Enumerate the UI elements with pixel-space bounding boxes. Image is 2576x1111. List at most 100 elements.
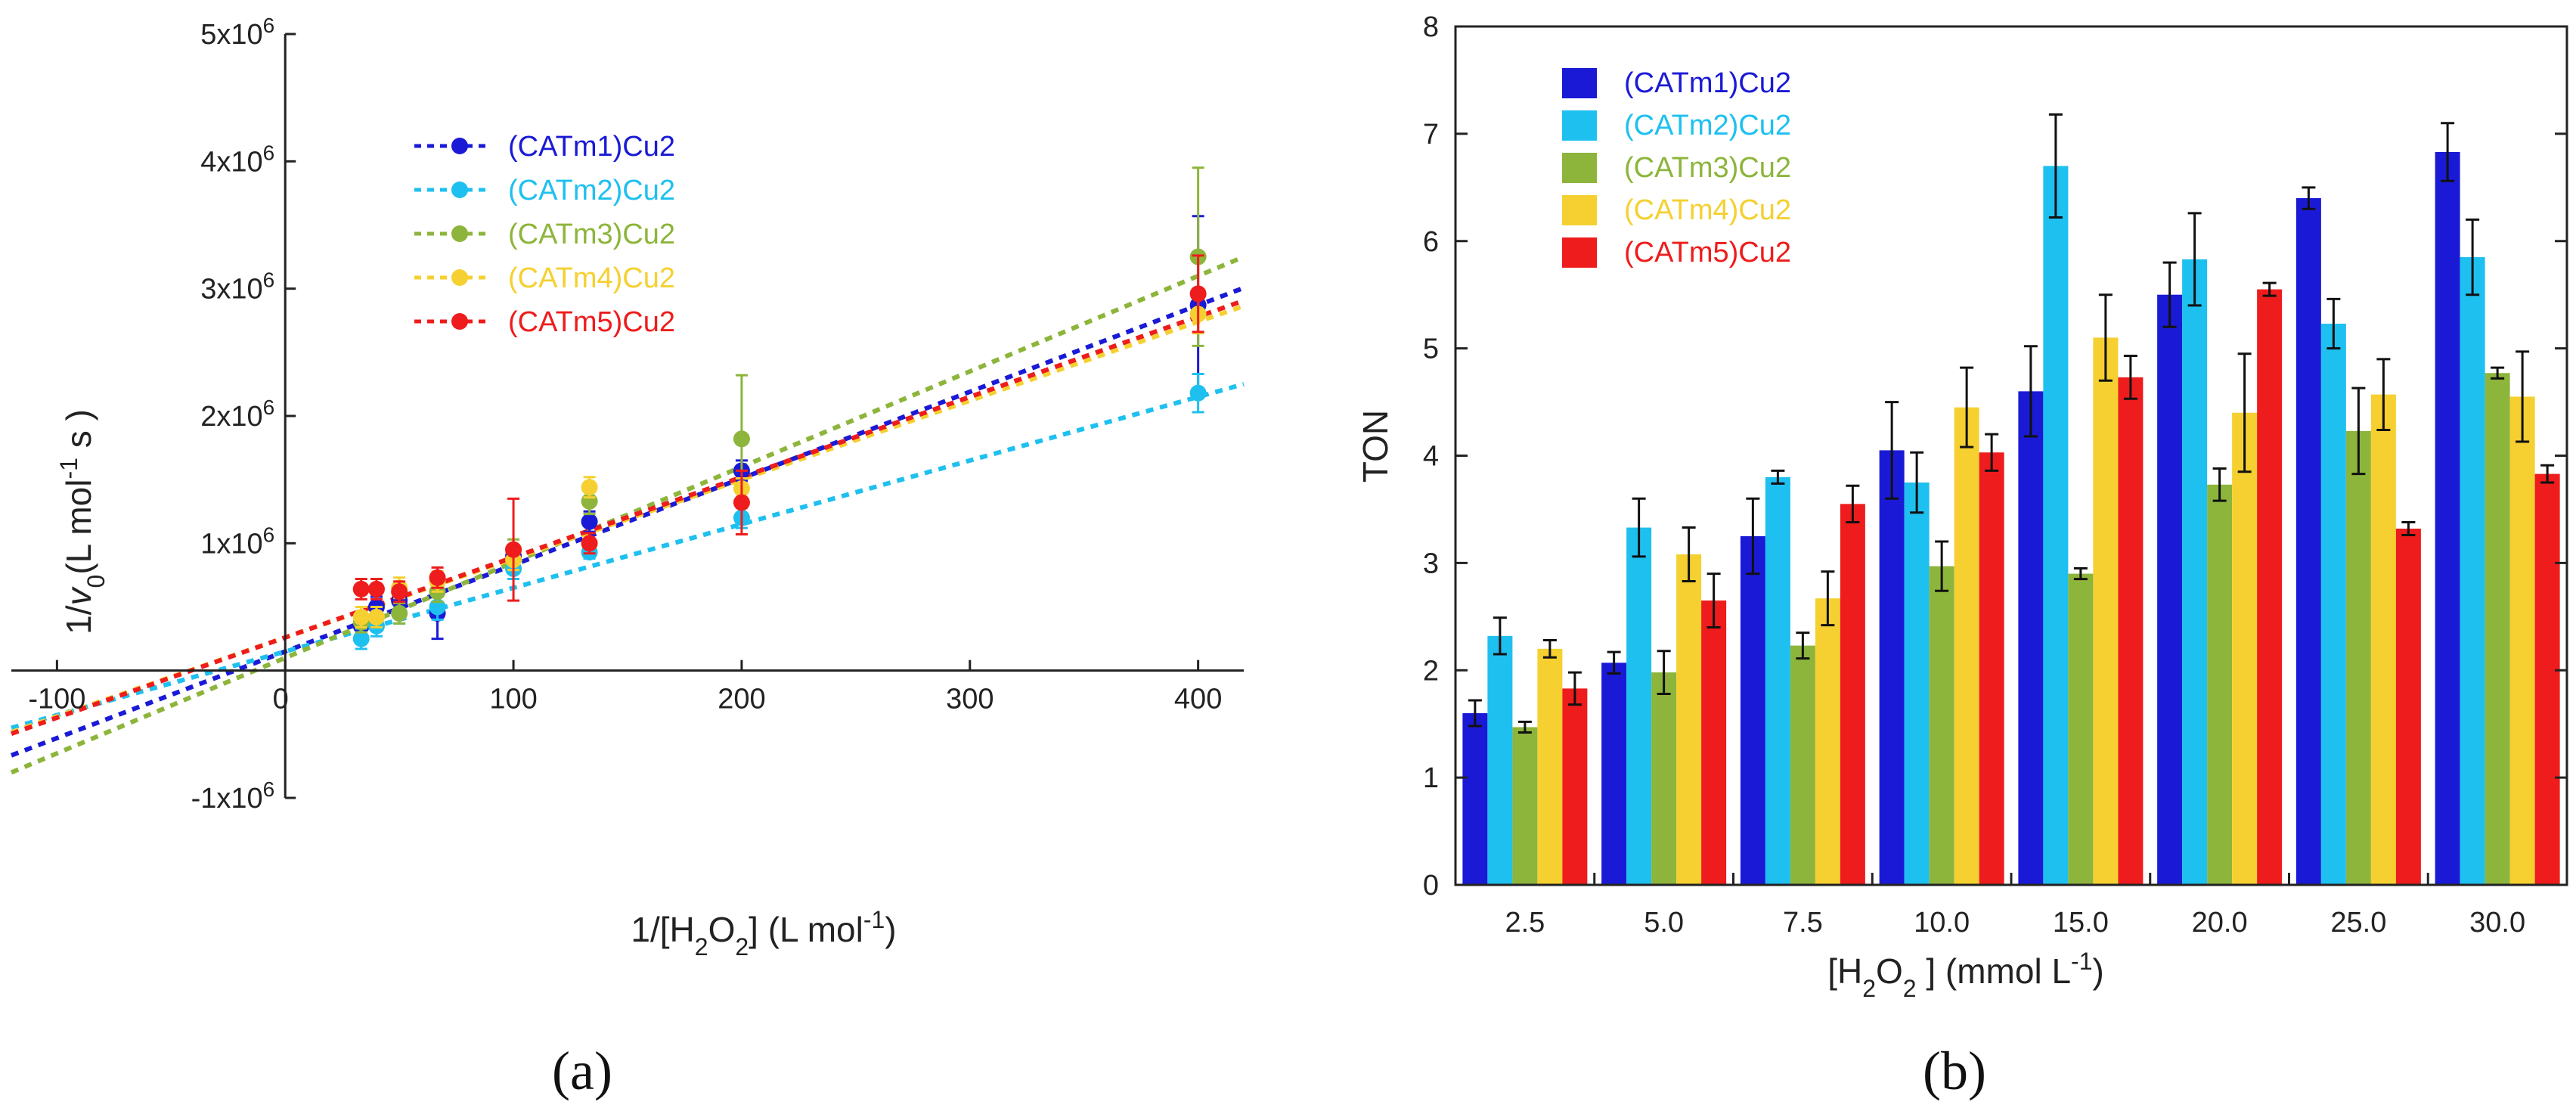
b-bar [2018, 391, 2044, 885]
b-bar [2182, 259, 2208, 885]
a-data-point [581, 535, 598, 552]
b-x-tick-label: 30.0 [2469, 907, 2525, 939]
b-bar [1676, 554, 1702, 885]
b-x-tick-label: 25.0 [2330, 907, 2386, 939]
panel-a-label: (a) [552, 1041, 612, 1101]
b-bar [1626, 527, 1652, 885]
a-x-tick-label: 100 [489, 684, 537, 715]
b-bar [2460, 257, 2485, 885]
b-bar [2043, 166, 2069, 885]
a-x-axis-label: 1/[H2O2] (L mol-1) [631, 906, 896, 960]
b-bar [2370, 394, 2396, 885]
a-data-point [733, 494, 750, 511]
b-bar [2534, 473, 2560, 885]
a-data-point [367, 580, 385, 597]
b-bar [2485, 373, 2510, 886]
a-legend-label: (CATm2)Cu2 [508, 175, 675, 206]
b-legend-label: (CATm5)Cu2 [1624, 237, 1791, 268]
b-bar [1840, 504, 1865, 885]
a-x-tick-label: 300 [946, 684, 994, 715]
b-legend-swatch [1562, 237, 1597, 268]
b-bar [1537, 648, 1563, 885]
a-legend-label: (CATm5)Cu2 [508, 306, 675, 338]
a-data-point [367, 608, 385, 625]
a-fit-line [10, 254, 1245, 775]
a-fit-line [10, 285, 1245, 758]
b-x-tick-label: 10.0 [1914, 907, 1970, 939]
panel-b-bar-chart: 0 1 2 3 4 5 6 7 8 2.5 5.0 7.5 10.0 15.0 20.0 25.0 30.0 (… [1356, 11, 2568, 1101]
a-data-point [1189, 384, 1207, 402]
b-y-tick-label: 0 [1423, 870, 1439, 902]
b-y-tick-label: 4 [1423, 441, 1439, 473]
a-data-points [352, 166, 1207, 650]
b-bar [1512, 727, 1538, 885]
b-bar [2320, 323, 2346, 885]
b-bar [2068, 573, 2094, 885]
b-bar [1879, 450, 1905, 885]
b-bar [2207, 484, 2233, 885]
a-data-point [391, 604, 408, 622]
a-legend-marker [451, 313, 468, 330]
b-bar [1601, 663, 1627, 885]
b-bar [1740, 535, 1765, 885]
a-data-point [1189, 285, 1207, 303]
a-legend-marker [451, 269, 468, 286]
b-legend-swatch [1562, 68, 1597, 98]
a-legend-marker [451, 138, 468, 154]
b-bars [1462, 113, 2560, 886]
panel-b-label: (b) [1923, 1041, 1986, 1101]
b-y-axis-label: TON [1356, 410, 1395, 483]
b-bar [1487, 635, 1513, 885]
b-bar [2118, 377, 2144, 885]
b-bar [1790, 645, 1815, 885]
b-legend-label: (CATm1)Cu2 [1624, 67, 1791, 99]
b-x-tick-label: 5.0 [1644, 907, 1684, 939]
b-legend-label: (CATm4)Cu2 [1624, 194, 1791, 226]
b-legend-swatch [1562, 110, 1597, 141]
b-y-tick-label: 1 [1423, 762, 1439, 794]
a-fit-line [11, 382, 1245, 731]
b-y-tick-label: 5 [1423, 334, 1439, 365]
a-x-tick-label: 0 [273, 684, 289, 715]
b-y-tick-label: 7 [1423, 119, 1439, 151]
b-bar [2295, 198, 2321, 885]
b-y-tick-label: 2 [1423, 655, 1439, 687]
a-legend: (CATm1)Cu2 (CATm2)Cu2 (CATm3)Cu2 (CATm4)Cu2… [414, 131, 675, 338]
b-bar [2509, 396, 2535, 885]
a-y-axis-label: 1/v0(L mol-1 s ) [55, 409, 110, 635]
b-x-tick-label: 20.0 [2192, 907, 2248, 939]
b-bar [2157, 294, 2183, 885]
a-x-tick-label: -100 [28, 684, 85, 715]
b-legend-swatch [1562, 153, 1597, 183]
a-data-point [391, 583, 408, 600]
a-fit-line [11, 298, 1245, 736]
b-bar [1651, 672, 1677, 885]
b-x-axis-label: [H2O2 ] (mmol L-1) [1827, 948, 2104, 1002]
b-legend-label: (CATm2)Cu2 [1624, 110, 1791, 141]
b-bar [2345, 430, 2371, 885]
a-axes: -100 0 100 200 300 400 -1x106 1x106 2x106 3x106 4x… [11, 14, 1244, 815]
a-data-point [352, 630, 370, 647]
b-bar [2232, 412, 2258, 885]
a-fit-lines [10, 254, 1245, 775]
a-legend-marker [451, 225, 468, 242]
b-bar [2395, 528, 2421, 885]
b-bar [2435, 151, 2460, 885]
b-bar [1954, 407, 1979, 885]
b-bar [1462, 713, 1488, 885]
a-data-point [581, 513, 598, 530]
b-y-tick-label: 6 [1423, 226, 1439, 258]
b-bar [1815, 598, 1840, 885]
a-x-tick-label: 200 [718, 684, 765, 715]
b-bar [1904, 482, 1930, 885]
a-data-point [581, 479, 598, 496]
a-y-tick-label: 4x106 [200, 141, 274, 178]
b-x-tick-label: 7.5 [1783, 907, 1823, 939]
a-data-point [352, 580, 370, 597]
b-bar [1979, 452, 2004, 885]
b-x-tick-label: 15.0 [2053, 907, 2109, 939]
a-x-tick-label: 400 [1174, 684, 1222, 715]
a-y-tick-label: 2x106 [200, 396, 274, 433]
a-legend-label: (CATm3)Cu2 [508, 219, 675, 250]
